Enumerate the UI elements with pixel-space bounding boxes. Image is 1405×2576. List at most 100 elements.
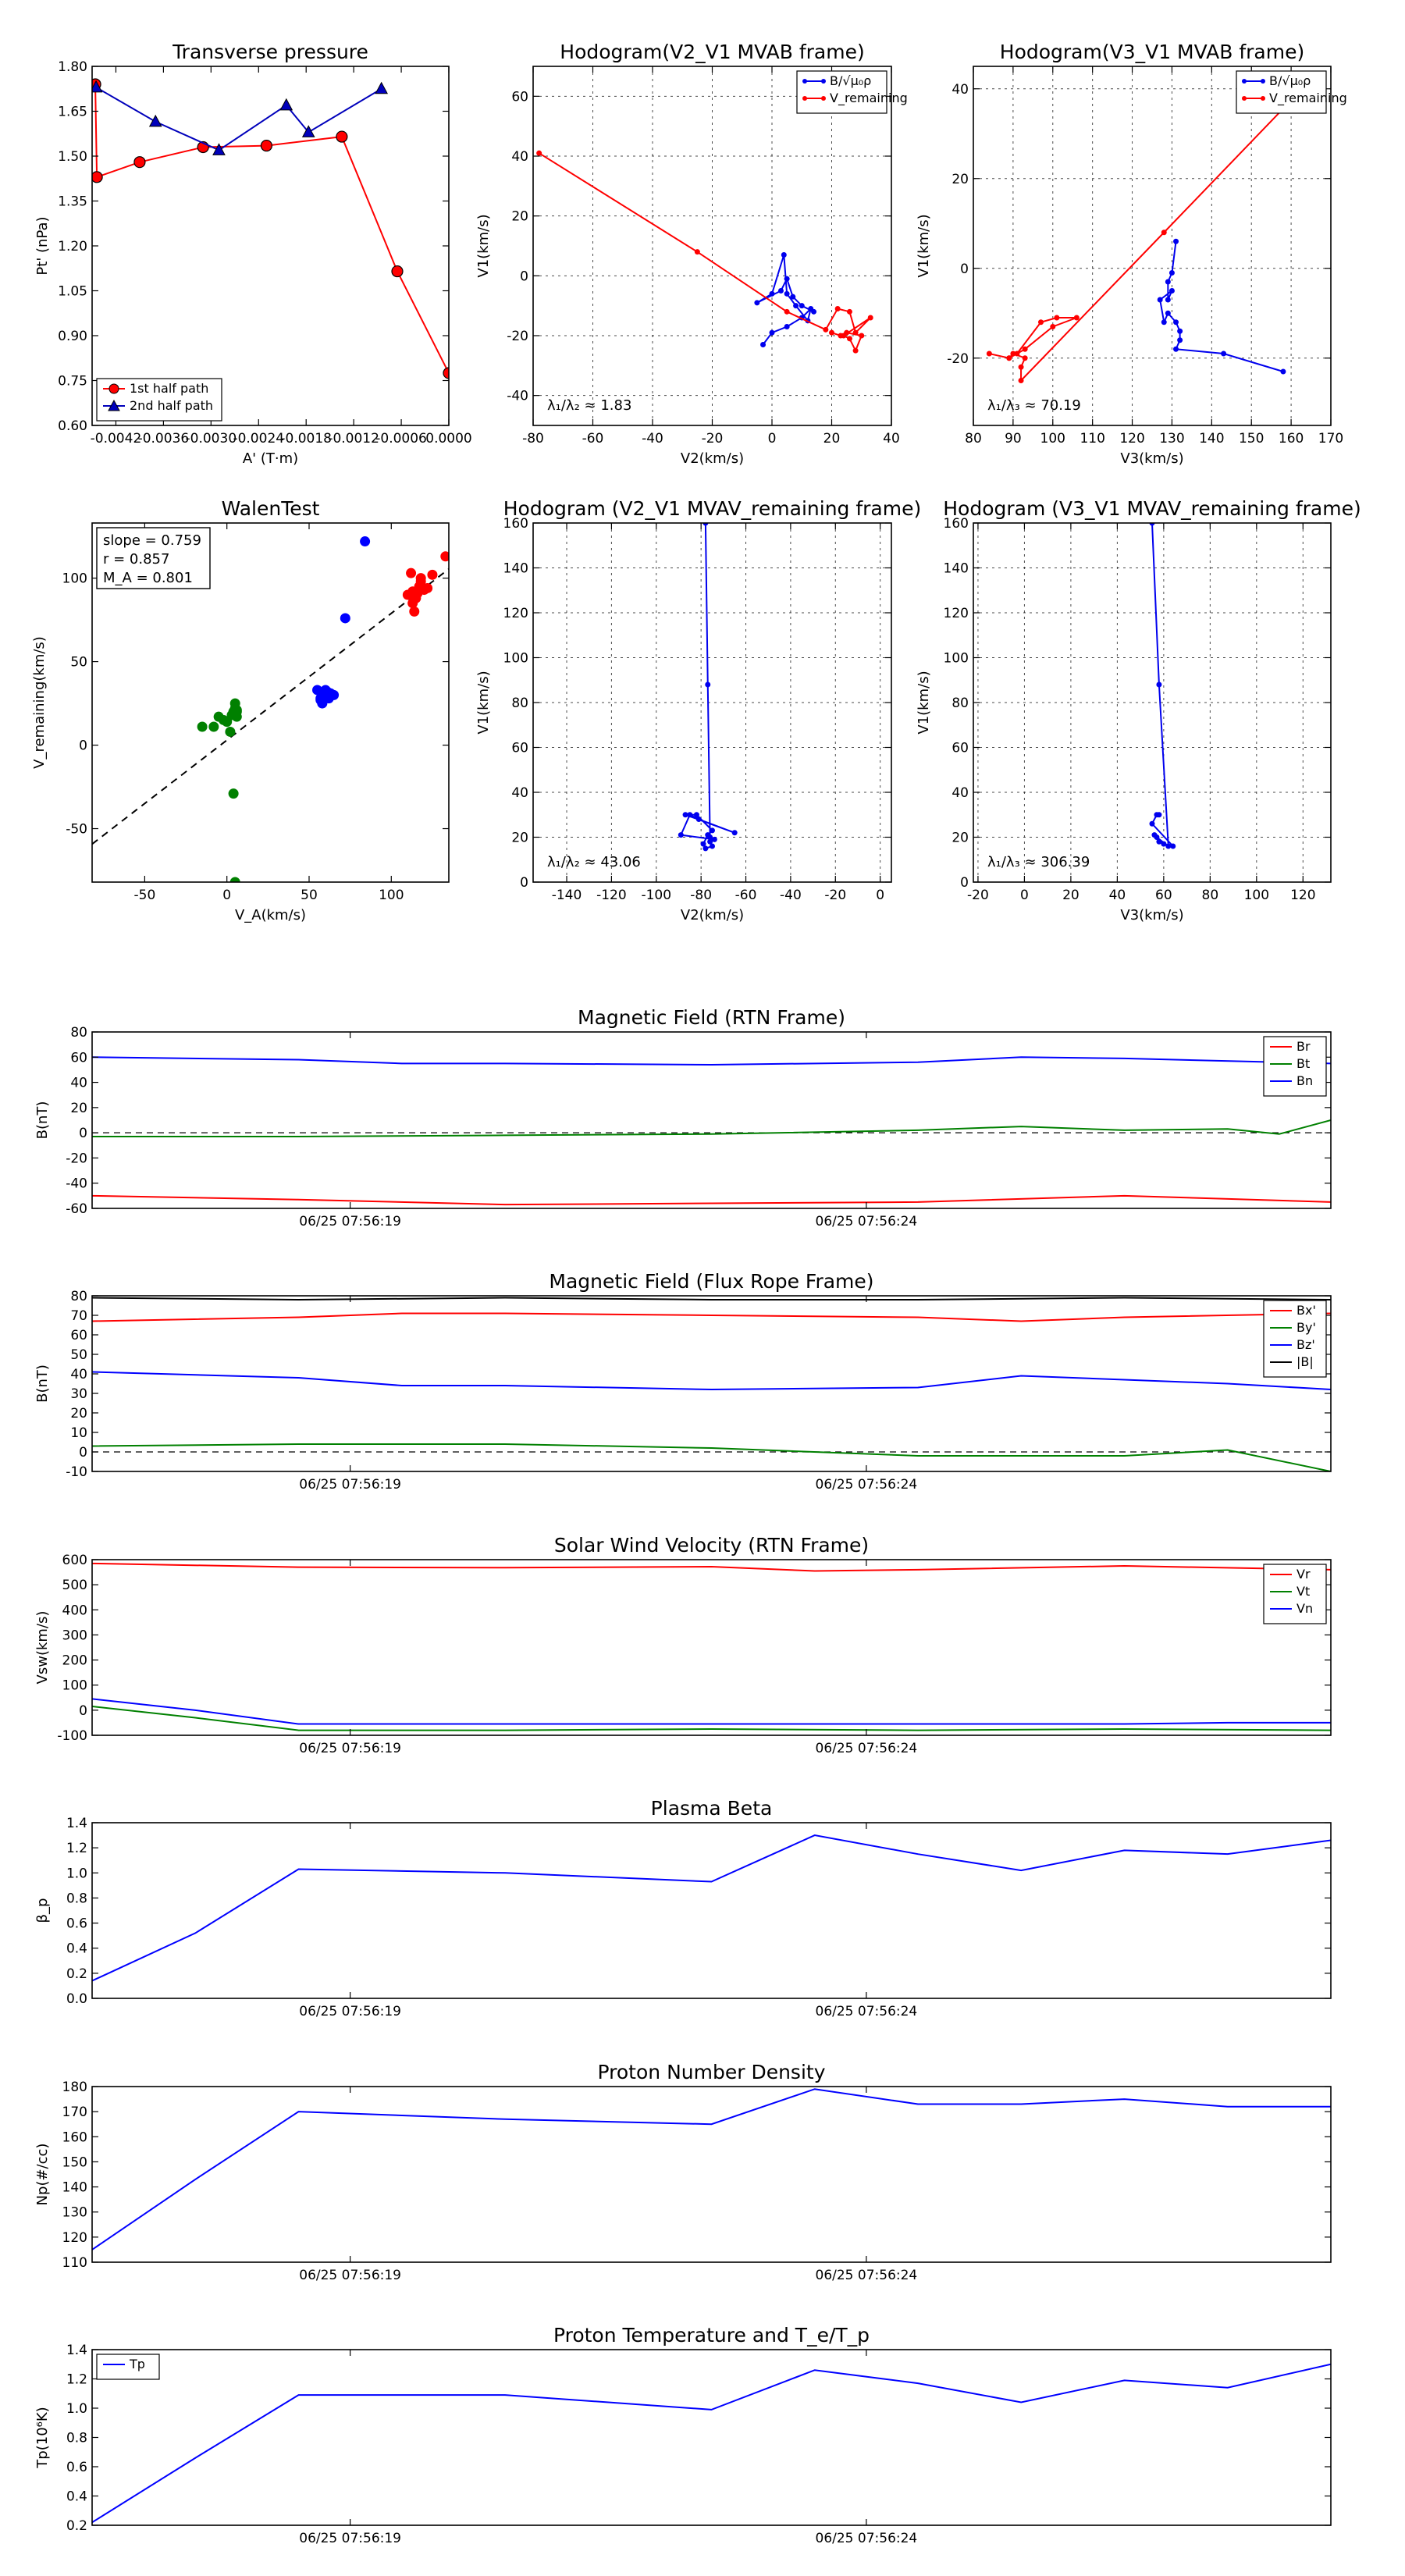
series-line bbox=[95, 86, 382, 151]
x-tick-label: -40 bbox=[642, 431, 663, 447]
data-point bbox=[1161, 229, 1167, 236]
x-tick-label: 06/25 07:56:19 bbox=[299, 2531, 401, 2546]
y-axis-label: B(nT) bbox=[34, 1364, 51, 1403]
x-tick-label: 0 bbox=[1020, 888, 1029, 903]
data-point bbox=[336, 130, 348, 143]
y-tick-label: 40 bbox=[511, 149, 528, 165]
series-line bbox=[92, 1119, 1331, 1137]
legend-label: Vn bbox=[1297, 1601, 1313, 1616]
series-Tp bbox=[92, 2363, 1331, 2524]
x-tick-label: -40 bbox=[780, 888, 802, 903]
y-tick-label: 0 bbox=[79, 1703, 87, 1719]
legend-frame bbox=[96, 2354, 160, 2380]
legend: B/√μ₀ρ V_remaining bbox=[796, 70, 908, 114]
data-point bbox=[1170, 843, 1176, 849]
y-tick-label: 100 bbox=[503, 651, 528, 667]
y-tick-label: 0 bbox=[79, 1126, 87, 1141]
y-tick-label: 110 bbox=[62, 2255, 87, 2271]
data-area bbox=[197, 536, 449, 882]
y-tick-label: 0 bbox=[79, 1445, 87, 1461]
y-tick-label: 0.4 bbox=[66, 2489, 87, 2505]
y-axis-label: V1(km/s) bbox=[916, 214, 932, 277]
legend-marker bbox=[802, 79, 807, 84]
y-axis-label: Np(#/cc) bbox=[34, 2144, 51, 2206]
x-tick-label: 0 bbox=[768, 431, 777, 447]
axes-frame bbox=[91, 522, 450, 883]
y-tick-label: 1.2 bbox=[66, 2372, 87, 2388]
y-tick-label: 120 bbox=[62, 2230, 87, 2246]
series-V_remaining bbox=[536, 150, 873, 354]
y-tick-label: -40 bbox=[507, 389, 528, 404]
data-point bbox=[707, 838, 713, 845]
x-axis-label: A' (T·m) bbox=[243, 450, 298, 467]
y-tick-label: 80 bbox=[70, 1025, 87, 1041]
data-point bbox=[700, 841, 706, 847]
chart-title: Hodogram(V2_V1 MVAB frame) bbox=[560, 41, 864, 63]
data-point bbox=[279, 98, 293, 111]
y-tick-label: 60 bbox=[951, 741, 969, 756]
data-point bbox=[1050, 324, 1056, 329]
data-point bbox=[1165, 843, 1172, 849]
data-point bbox=[769, 329, 775, 336]
data-point bbox=[687, 812, 693, 818]
y-tick-label: 70 bbox=[70, 1308, 87, 1324]
data-point bbox=[1165, 297, 1171, 303]
y-tick-label: 40 bbox=[70, 1367, 87, 1382]
x-tick-label: 0 bbox=[876, 888, 884, 903]
panel-b_rtn: 06/25 07:56:19 06/25 07:56:24 -60 -40 -20 0 20… bbox=[34, 1006, 1332, 1229]
y-tick-label: 120 bbox=[503, 606, 528, 621]
chart-title: Hodogram (V2_V1 MVAV_remaining frame) bbox=[503, 497, 922, 520]
x-tick-label: -0.0042 bbox=[91, 431, 142, 447]
legend-frame bbox=[1236, 70, 1327, 114]
data-point bbox=[784, 324, 790, 329]
x-tick-label: 50 bbox=[301, 888, 318, 903]
chart-title: Hodogram(V3_V1 MVAB frame) bbox=[1000, 41, 1304, 63]
panel-h3: -140 -120 -100 -80 -60 -40 -20 0 0 20 40 60 80 100 120… bbox=[475, 497, 921, 923]
data-point bbox=[781, 252, 787, 258]
annotation-text: λ₁/λ₂ ≈ 43.06 bbox=[547, 854, 641, 870]
data-area bbox=[92, 78, 449, 379]
series-line bbox=[92, 1443, 1331, 1471]
x-tick-label: 06/25 07:56:19 bbox=[299, 1214, 401, 1229]
data-point bbox=[1014, 350, 1020, 357]
series-Vn bbox=[92, 1698, 1331, 1725]
y-tick-label: 160 bbox=[62, 2129, 87, 2145]
legend: Tp bbox=[96, 2354, 160, 2380]
panel-walen: -50 0 50 100 -50 0 50 100 WalenTest V_A(km/s) V_re… bbox=[31, 497, 450, 923]
y-tick-label: 300 bbox=[62, 1628, 87, 1643]
data-point bbox=[231, 706, 242, 717]
y-tick-label: 20 bbox=[951, 831, 969, 846]
legend-label: |B| bbox=[1297, 1354, 1314, 1369]
series-Bn bbox=[92, 1056, 1331, 1066]
chart-title: Hodogram (V3_V1 MVAV_remaining frame) bbox=[943, 497, 1361, 520]
data-point bbox=[228, 788, 239, 799]
legend: B/√μ₀ρ V_remaining bbox=[1236, 70, 1347, 114]
legend-marker bbox=[108, 383, 119, 394]
data-point bbox=[260, 139, 273, 152]
data-point bbox=[315, 695, 326, 706]
axes-frame bbox=[973, 522, 1332, 883]
x-tick-label: 120 bbox=[1119, 431, 1144, 447]
data-point bbox=[1018, 364, 1024, 370]
y-tick-label: 50 bbox=[70, 655, 87, 671]
x-tick-label: -140 bbox=[552, 888, 582, 903]
data-point bbox=[440, 551, 449, 562]
y-tick-label: 140 bbox=[944, 561, 969, 577]
panel-beta: 06/25 07:56:19 06/25 07:56:24 0.0 0.2 0.4 0.6… bbox=[34, 1797, 1332, 2019]
data-point bbox=[784, 308, 790, 315]
y-tick-label: 1.20 bbox=[58, 239, 87, 254]
chart-title: Proton Temperature and T_e/T_p bbox=[553, 2324, 870, 2347]
series-By' bbox=[92, 1443, 1331, 1471]
legend-marker bbox=[1261, 96, 1265, 101]
legend-marker bbox=[802, 96, 807, 101]
x-tick-label: 100 bbox=[379, 888, 404, 903]
y-tick-label: 0 bbox=[960, 875, 969, 891]
x-tick-label: 20 bbox=[823, 431, 841, 447]
y-tick-label: 1.0 bbox=[66, 1866, 87, 1881]
data-point bbox=[1149, 523, 1155, 526]
data-point bbox=[693, 812, 699, 818]
data-point bbox=[208, 721, 219, 732]
data-point bbox=[1165, 279, 1171, 285]
panel-b_fr: 06/25 07:56:19 06/25 07:56:24 -10 0 10 20 30 40… bbox=[34, 1270, 1332, 1493]
data-point bbox=[777, 288, 784, 294]
